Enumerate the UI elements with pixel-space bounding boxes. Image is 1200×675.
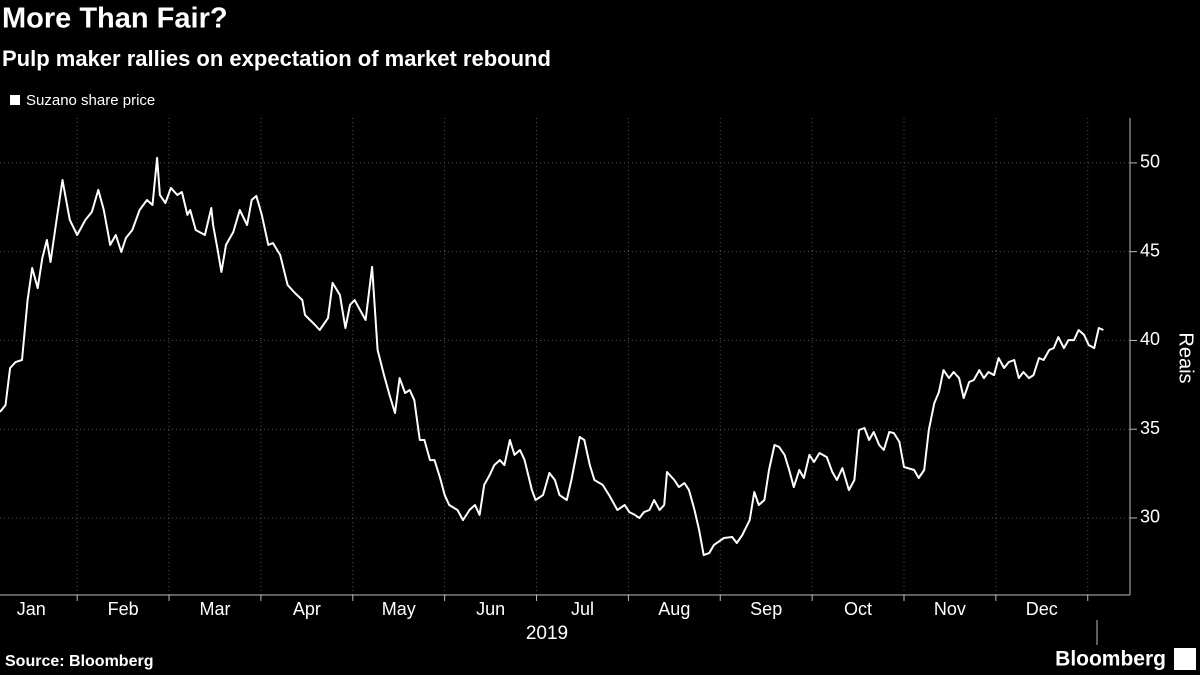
x-tick-label: Jan: [17, 599, 46, 619]
legend-label: Suzano share price: [26, 92, 155, 109]
branding: Bloomberg: [1055, 648, 1166, 671]
price-line: [0, 156, 1104, 557]
x-tick-label: Oct: [844, 599, 872, 619]
x-axis-label: 2019: [526, 623, 568, 644]
source: Source: Bloomberg: [5, 653, 153, 670]
y-tick-label: 35: [1140, 418, 1160, 438]
x-tick-label: May: [382, 599, 416, 619]
logo-icon: [1174, 648, 1196, 670]
y-axis-label: Reais: [1175, 332, 1197, 383]
x-tick-label: Jul: [571, 599, 594, 619]
chart-subtitle: Pulp maker rallies on expectation of mar…: [2, 46, 551, 71]
x-tick-label: Mar: [199, 599, 230, 619]
legend-swatch: [10, 95, 20, 105]
chart-title: More Than Fair?: [2, 3, 228, 35]
x-tick-label: Dec: [1026, 599, 1058, 619]
y-tick-label: 30: [1140, 507, 1160, 527]
x-tick-label: Aug: [658, 599, 690, 619]
y-tick-label: 45: [1140, 240, 1160, 260]
x-tick-label: Apr: [293, 599, 321, 619]
x-tick-label: Feb: [108, 599, 139, 619]
x-tick-label: Sep: [750, 599, 782, 619]
y-tick-label: 40: [1140, 329, 1160, 349]
x-tick-label: Jun: [476, 599, 505, 619]
x-tick-label: Nov: [934, 599, 966, 619]
y-tick-label: 50: [1140, 152, 1160, 172]
